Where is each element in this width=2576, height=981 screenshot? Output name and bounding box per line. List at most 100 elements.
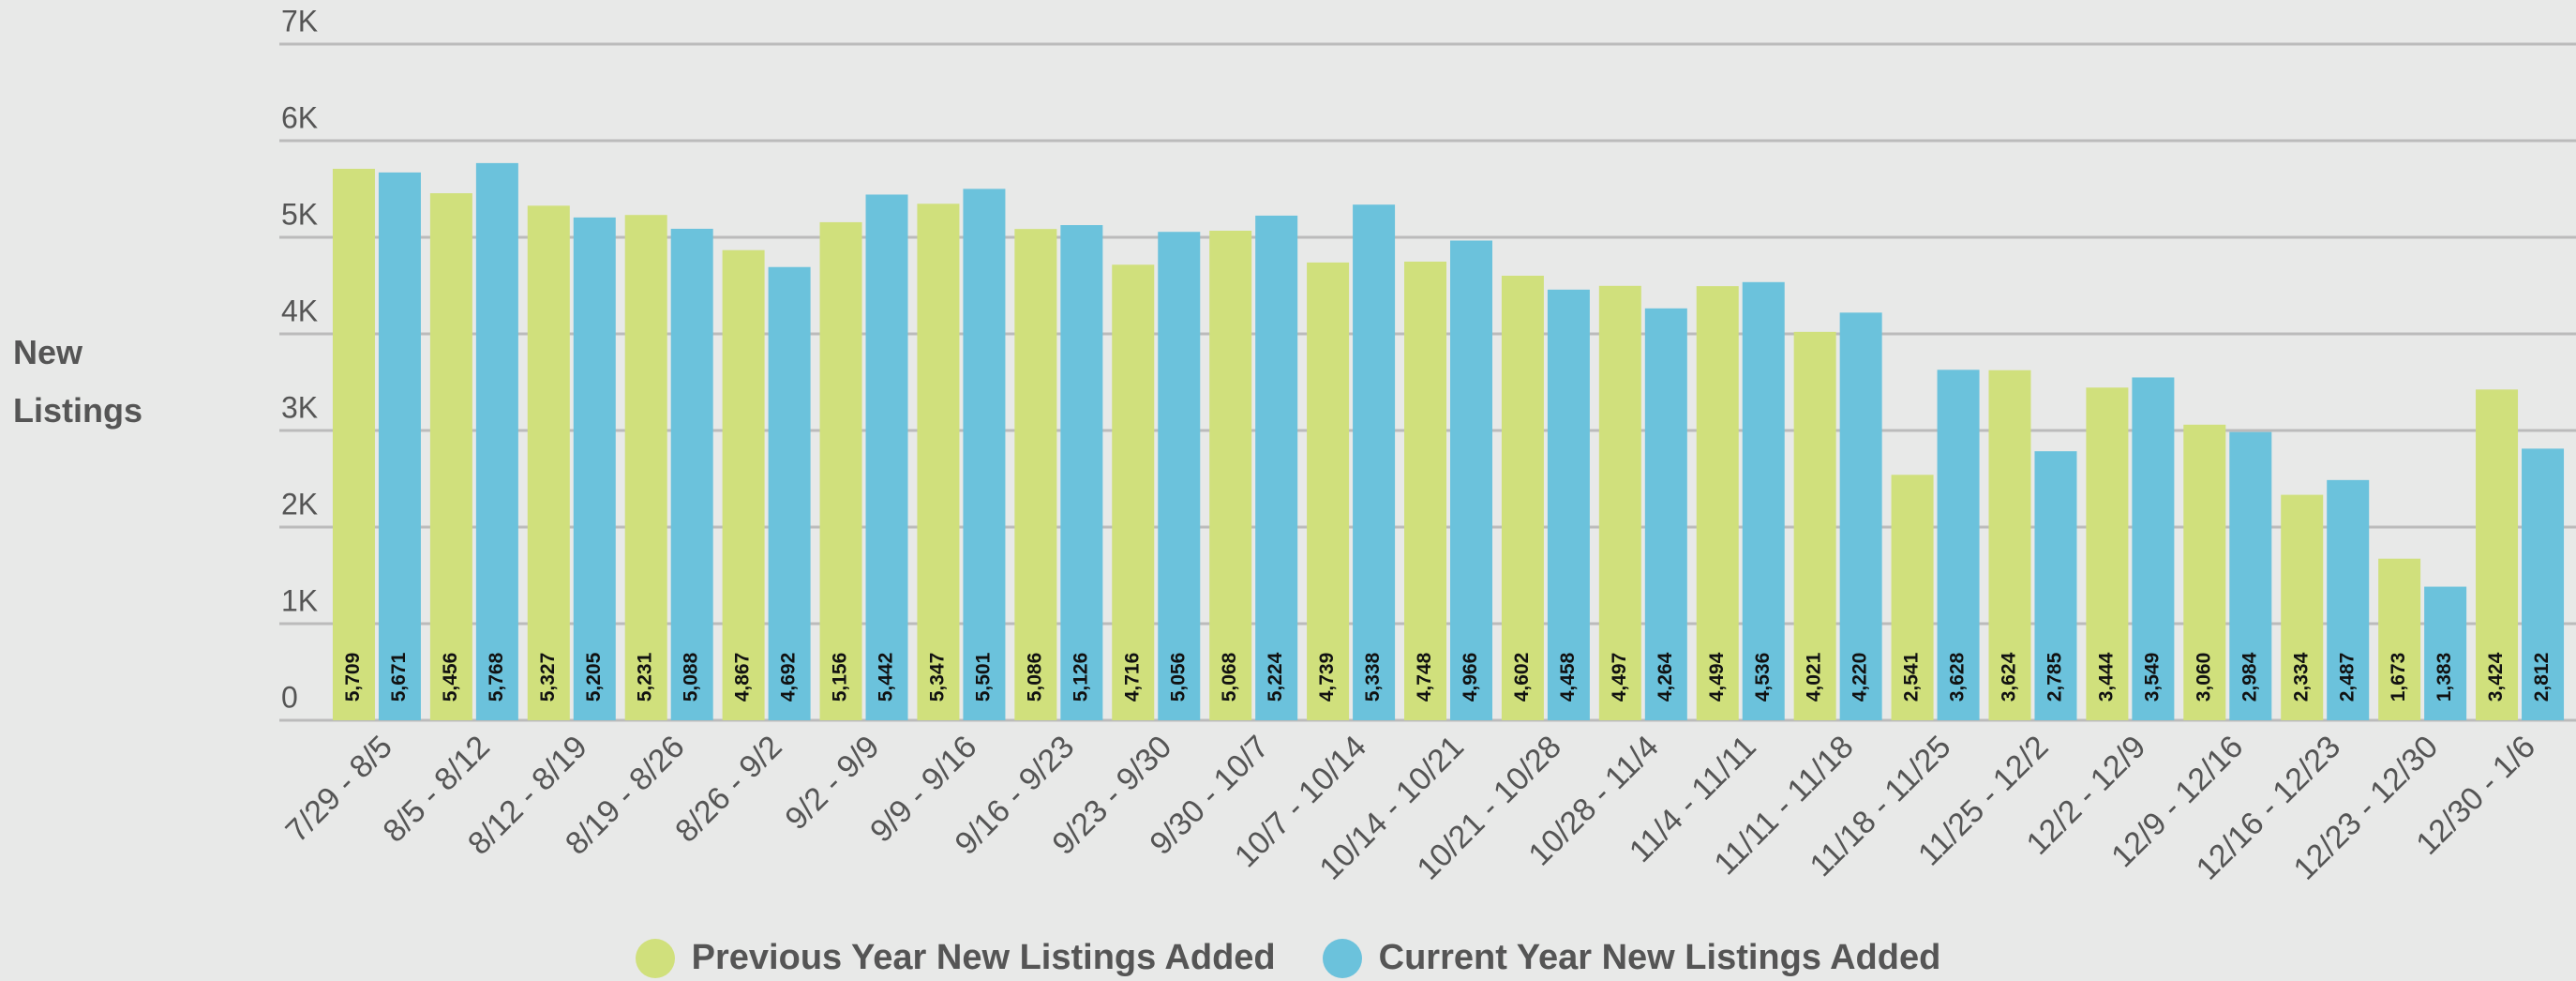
bar: [865, 194, 908, 720]
bar: [332, 168, 375, 720]
data-label: 2,984: [2239, 652, 2260, 702]
y-tick-label: 4K: [281, 294, 318, 327]
bar: [2281, 494, 2324, 720]
bar: [2378, 558, 2421, 720]
bar: [624, 215, 667, 720]
data-label: 4,692: [778, 653, 800, 702]
data-label: 4,966: [1460, 653, 1481, 702]
data-label: 5,088: [681, 652, 702, 702]
data-label: 5,056: [1167, 653, 1189, 702]
y-tick-label: 3K: [281, 390, 318, 424]
data-label: 4,021: [1804, 652, 1825, 702]
bar: [2183, 424, 2226, 720]
data-label: 2,334: [2290, 652, 2312, 702]
bar: [1501, 275, 1544, 720]
data-label: 5,205: [583, 652, 605, 702]
data-label: 5,456: [440, 653, 461, 702]
bar: [1742, 281, 1785, 720]
data-label: 1,383: [2434, 653, 2455, 702]
data-label: 2,541: [1901, 652, 1923, 702]
data-label: 5,224: [1265, 652, 1286, 702]
data-label: 5,768: [486, 652, 507, 702]
x-tick-label: 8/26 - 9/2: [668, 729, 788, 849]
bar: [1014, 229, 1057, 721]
data-label: 4,497: [1609, 653, 1630, 702]
bar: [1547, 289, 1590, 720]
bar: [1112, 264, 1155, 720]
data-label: 5,709: [342, 653, 364, 702]
y-tick-label: 7K: [281, 4, 318, 38]
y-tick-label: 6K: [281, 100, 318, 134]
data-label: 2,785: [2044, 652, 2066, 702]
data-label: 1,673: [2388, 653, 2409, 702]
data-label: 5,068: [1219, 652, 1240, 702]
bar: [1793, 331, 1836, 720]
bar: [1158, 232, 1201, 720]
bar: [1696, 286, 1739, 720]
data-label: 3,624: [1999, 652, 2020, 702]
bar: [378, 172, 421, 721]
chart: 0 1K 2K 3K 4K 5K 6K 7K 5,709 5,671 7/29 - 8/5 5,456…: [279, 4, 2576, 887]
data-label: 4,264: [1655, 652, 1676, 702]
bar: [2327, 479, 2370, 720]
bar: [1891, 475, 1934, 720]
bar: [2424, 586, 2467, 720]
data-label: 4,739: [1316, 653, 1338, 702]
bar: [1404, 261, 1446, 720]
data-label: 3,444: [2095, 652, 2117, 702]
data-label: 2,812: [2531, 653, 2553, 702]
legend-label: Current Year New Listings Added: [1378, 938, 1941, 977]
bar: [2229, 431, 2272, 720]
bar: [573, 217, 616, 720]
data-label: 4,458: [1557, 652, 1579, 702]
legend-label: Previous Year New Listings Added: [691, 938, 1276, 977]
legend-item: Current Year New Listings Added: [1322, 938, 1941, 978]
bar: [2522, 448, 2565, 720]
data-label: 3,060: [2193, 653, 2214, 702]
bar: [1209, 230, 1252, 721]
y-tick-label: 2K: [281, 487, 318, 521]
data-label: 5,501: [972, 652, 994, 702]
data-label: 3,424: [2485, 652, 2507, 702]
data-label: 5,338: [1362, 652, 1384, 702]
data-label: 4,602: [1511, 653, 1533, 702]
x-tick-label: 7/29 - 8/5: [279, 729, 399, 849]
data-label: 4,867: [732, 653, 754, 702]
bar: [1644, 308, 1687, 720]
data-label: 4,536: [1752, 653, 1774, 702]
bar: [2086, 387, 2129, 720]
data-label: 4,748: [1414, 652, 1435, 702]
data-label: 5,086: [1024, 653, 1045, 702]
legend-item: Previous Year New Listings Added: [635, 938, 1276, 978]
legend: Previous Year New Listings Added Current …: [0, 938, 2576, 978]
bar: [2476, 389, 2519, 720]
legend-swatch: [1322, 938, 1362, 978]
bar: [475, 162, 518, 720]
bar: [1307, 262, 1350, 720]
bar: [670, 228, 713, 720]
bar: [1839, 312, 1882, 720]
bar: [1353, 204, 1396, 720]
bar: [2132, 377, 2175, 720]
bar: [768, 266, 811, 720]
data-label: 5,231: [635, 652, 656, 702]
y-tick-label: 0: [281, 680, 298, 714]
data-label: 2,487: [2336, 653, 2358, 702]
bar: [1988, 370, 2031, 720]
legend-swatch: [635, 938, 675, 978]
data-label: 4,716: [1121, 653, 1143, 702]
data-label: 3,628: [1947, 652, 1969, 702]
bar: [1937, 370, 1980, 720]
data-label: 3,549: [2141, 653, 2163, 702]
data-label: 5,347: [926, 653, 948, 702]
bar: [819, 221, 862, 720]
data-label: 5,327: [537, 653, 559, 702]
data-label: 5,671: [388, 652, 410, 702]
data-label: 4,220: [1850, 653, 1871, 702]
bar: [1450, 240, 1492, 720]
bar: [527, 205, 570, 721]
data-label: 5,126: [1070, 653, 1091, 702]
data-label: 4,494: [1706, 652, 1728, 702]
y-axis-label: New Listings: [13, 333, 143, 430]
